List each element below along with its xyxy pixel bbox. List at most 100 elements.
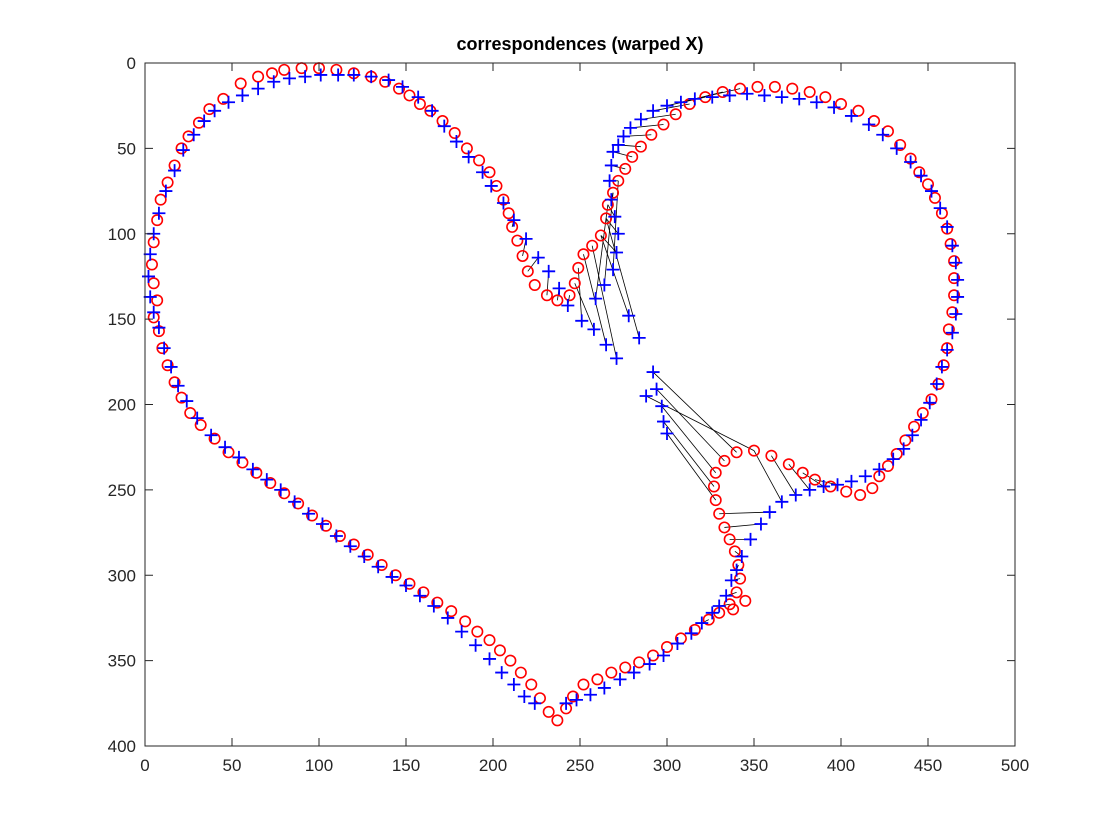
plus-point	[945, 239, 959, 253]
plus-point	[862, 117, 876, 131]
plus-point	[552, 281, 566, 295]
plus-point	[914, 413, 928, 427]
circle-point	[347, 538, 360, 551]
plus-point	[643, 657, 657, 671]
plus-point	[204, 428, 218, 442]
circle-point	[840, 485, 853, 498]
plus-point	[597, 278, 611, 292]
circle-point	[796, 466, 809, 479]
x-tick-label: 400	[827, 756, 855, 775]
circle-point	[417, 586, 430, 599]
circle-point	[854, 488, 867, 501]
plus-point	[684, 626, 698, 640]
circle-point	[727, 603, 740, 616]
circle-point	[563, 289, 576, 302]
plus-point	[858, 469, 872, 483]
circle-point	[431, 596, 444, 609]
plus-point	[646, 365, 660, 379]
circle-point	[782, 458, 795, 471]
plus-point	[298, 70, 312, 84]
plus-point	[872, 462, 886, 476]
circle-point	[208, 432, 221, 445]
circle-point	[739, 594, 752, 607]
plus-point	[288, 495, 302, 509]
correspondence-lines	[491, 88, 838, 624]
plus-point	[152, 321, 166, 335]
plus-point	[208, 104, 222, 118]
y-tick-label: 350	[108, 652, 136, 671]
plus-point	[232, 450, 246, 464]
plus-point	[930, 377, 944, 391]
circle-point	[713, 507, 726, 520]
x-tick-label: 300	[653, 756, 681, 775]
circle-point	[607, 186, 620, 199]
plus-point	[507, 678, 521, 692]
x-tick-label: 250	[566, 756, 594, 775]
circle-point	[577, 248, 590, 261]
circle-point	[946, 306, 959, 319]
plus-point	[610, 351, 624, 365]
plus-point	[660, 99, 674, 113]
y-tick-label: 150	[108, 310, 136, 329]
correspondence-line	[591, 245, 617, 359]
circle-point	[319, 519, 332, 532]
plus-point	[949, 256, 963, 270]
circle-point	[669, 108, 682, 121]
circle-point	[577, 678, 590, 691]
correspondence-line	[802, 472, 824, 487]
x-tick-label: 0	[140, 756, 149, 775]
circle-point	[751, 80, 764, 93]
plus-point	[660, 427, 674, 441]
plus-point	[723, 88, 737, 102]
circle-point	[147, 277, 160, 290]
circle-point	[182, 130, 195, 143]
plus-point	[176, 143, 190, 157]
circle-point	[194, 418, 207, 431]
circle-point	[834, 97, 847, 110]
circle-point	[540, 289, 553, 302]
circle-point	[521, 265, 534, 278]
plus-point	[604, 193, 618, 207]
plus-point	[583, 688, 597, 702]
plus-point	[496, 196, 510, 210]
plus-point	[940, 220, 954, 234]
plus-point	[951, 290, 965, 304]
plus-point	[441, 611, 455, 625]
plus-point	[190, 411, 204, 425]
plus-point	[260, 473, 274, 487]
plus-point	[347, 68, 361, 82]
circle-point	[916, 407, 929, 420]
plus-point	[876, 128, 890, 142]
x-tick-label: 350	[740, 756, 768, 775]
circle-point	[448, 127, 461, 140]
circle-point	[568, 277, 581, 290]
circle-point	[702, 613, 715, 626]
plus-point	[622, 309, 636, 323]
circle-point	[278, 487, 291, 500]
plus-point	[357, 549, 371, 563]
circle-point	[786, 82, 799, 95]
plus-point	[730, 563, 744, 577]
plus-point	[775, 495, 789, 509]
correspondence-line	[577, 267, 583, 321]
circle-point	[445, 605, 458, 618]
circle-point	[942, 323, 955, 336]
circle-point	[728, 545, 741, 558]
circle-point	[175, 142, 188, 155]
plus-point	[940, 343, 954, 357]
plus-point	[559, 696, 573, 710]
plus-point	[803, 483, 817, 497]
plus-point	[469, 638, 483, 652]
correspondence-line	[645, 395, 755, 451]
circle-point	[768, 80, 781, 93]
circle-point	[921, 178, 934, 191]
plus-point	[905, 428, 919, 442]
x-tick-label: 200	[479, 756, 507, 775]
circle-point	[716, 86, 729, 99]
plus-point	[449, 135, 463, 149]
circle-point	[389, 569, 402, 582]
circle-point	[184, 407, 197, 420]
circle-point	[551, 294, 564, 307]
plus-point	[302, 507, 316, 521]
